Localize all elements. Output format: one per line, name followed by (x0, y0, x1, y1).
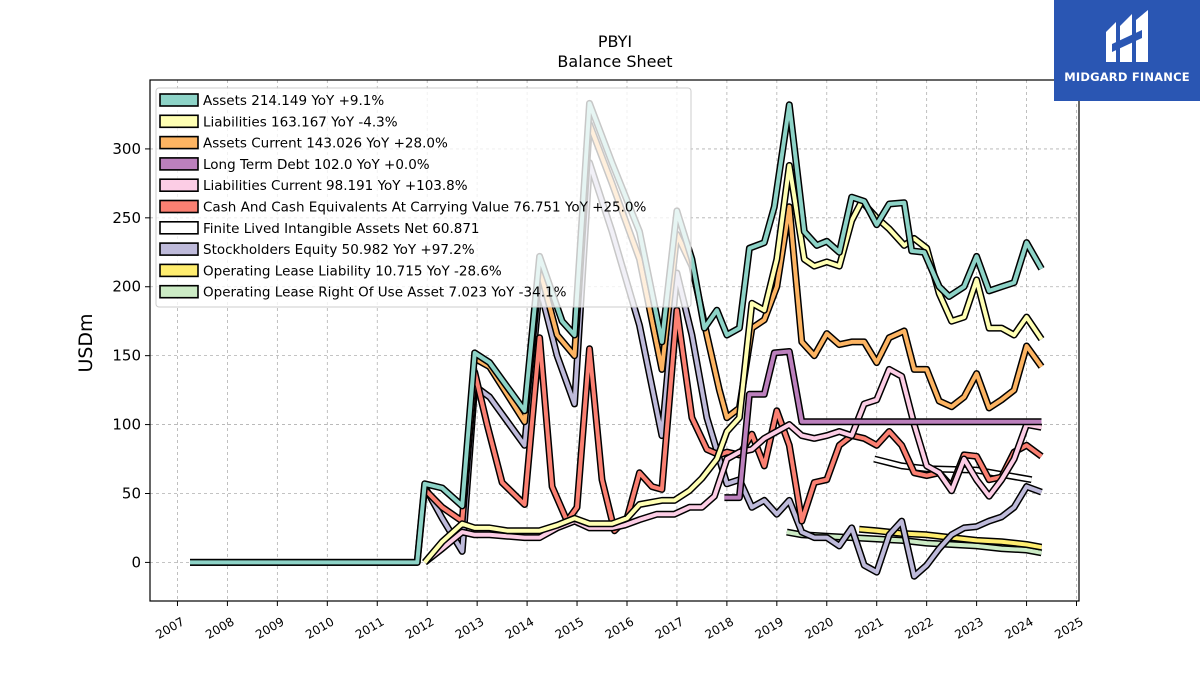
series-line (724, 349, 1042, 500)
y-tick-label: 200 (112, 278, 141, 296)
series-assets (190, 99, 1045, 566)
x-tick-label: 2013 (453, 614, 486, 641)
legend-swatch (159, 221, 199, 235)
legend-label: Liabilities 163.167 YoY -4.3% (203, 114, 398, 130)
legend: Assets 214.149 YoY +9.1% Liabilities 163.… (155, 87, 692, 308)
brand-logo: MIDGARD FINANCE (1054, 0, 1200, 101)
plot-frame (149, 79, 1080, 602)
series-liabilities (422, 162, 1045, 565)
legend-label: Operating Lease Liability 10.715 YoY -28… (203, 263, 502, 279)
x-tick-label: 2021 (852, 614, 885, 641)
series-long-term-debt (724, 348, 1042, 502)
y-tick-label: 150 (112, 347, 141, 365)
legend-label: Stockholders Equity 50.982 YoY +97.2% (203, 242, 475, 258)
legend-label: Operating Lease Right Of Use Asset 7.023… (203, 285, 567, 301)
legend-label: Long Term Debt 102.0 YoY +0.0% (203, 157, 430, 173)
legend-swatch (159, 263, 199, 278)
series-line (423, 163, 1044, 564)
legend-label: Finite Lived Intangible Assets Net 60.87… (203, 221, 480, 237)
legend-label: Assets Current 143.026 YoY +28.0% (203, 136, 448, 152)
x-tick-label: 2017 (653, 614, 686, 641)
x-tick-label: 2020 (803, 614, 836, 641)
legend-swatch (159, 135, 199, 150)
x-tick-label: 2010 (303, 614, 336, 641)
brand-logo-icon (1106, 10, 1148, 62)
y-tick-label: 50 (122, 484, 141, 502)
chart-subtitle: Balance Sheet (557, 52, 672, 71)
legend-swatch (159, 114, 199, 129)
y-tick-label: 100 (112, 416, 141, 434)
legend-label: Assets 214.149 YoY +9.1% (203, 93, 384, 109)
legend-box (155, 87, 692, 308)
brand-name: MIDGARD FINANCE (1064, 70, 1190, 84)
legend-swatch (159, 178, 199, 192)
x-tick-label: 2016 (603, 614, 636, 641)
y-tick-label: 250 (112, 209, 141, 227)
legend-swatch (159, 284, 199, 299)
x-tick-label: 2023 (952, 614, 985, 641)
x-tick-label: 2008 (203, 614, 236, 641)
x-tick-label: 2011 (353, 614, 386, 641)
y-tick-label: 0 (131, 553, 141, 571)
chart-title: PBYI (598, 32, 632, 51)
series-line (190, 101, 1044, 565)
x-tick-label: 2022 (902, 614, 935, 641)
x-tick-label: 2018 (703, 614, 736, 641)
legend-swatch (159, 157, 199, 171)
legend-label: Liabilities Current 98.191 YoY +103.8% (203, 178, 468, 194)
x-tick-label: 2007 (153, 614, 186, 641)
y-axis-label: USDm (75, 313, 97, 372)
x-tick-label: 2015 (553, 614, 586, 641)
series-liabilities-current (422, 365, 1043, 566)
x-tick-label: 2012 (403, 614, 436, 641)
legend-swatch (159, 199, 199, 214)
legend-label: Cash And Cash Equivalents At Carrying Va… (203, 200, 647, 216)
x-tick-label: 2014 (503, 614, 536, 641)
legend-swatch (159, 242, 199, 256)
x-tick-label: 2025 (1052, 614, 1085, 641)
series-line (423, 367, 1042, 564)
legend-swatch (159, 93, 199, 107)
y-tick-label: 300 (112, 140, 141, 158)
x-tick-label: 2009 (253, 614, 286, 641)
x-tick-label: 2019 (753, 614, 786, 641)
x-tick-label: 2024 (1002, 614, 1035, 641)
